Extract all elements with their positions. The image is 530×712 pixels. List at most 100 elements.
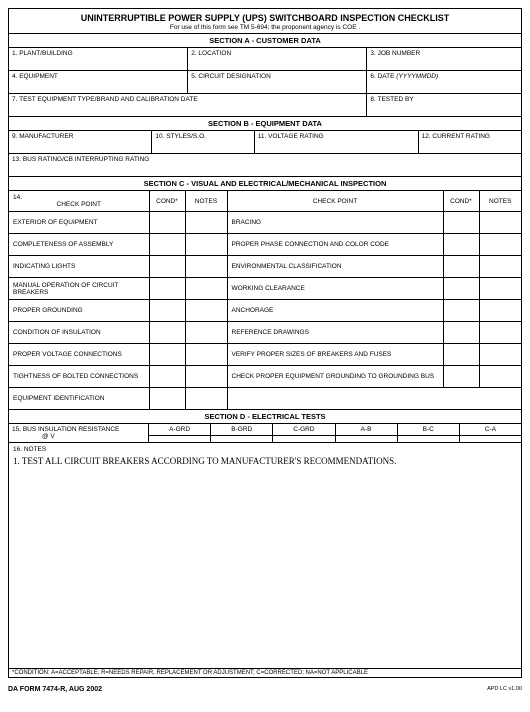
notes-text: 1. TEST ALL CIRCUIT BREAKERS ACCORDING T… [13, 456, 517, 466]
secd-col-b-c: B-C [398, 424, 460, 435]
cond-right[interactable] [443, 234, 479, 256]
field-busrating[interactable]: 13. BUS RATING/CB INTERRUPTING RATING [9, 154, 521, 176]
form-container: UNINTERRUPTIBLE POWER SUPPLY (UPS) SWITC… [8, 8, 522, 678]
checkpoint-right: CHECK PROPER EQUIPMENT GROUNDING TO GROU… [227, 366, 443, 388]
cond-right[interactable] [443, 366, 479, 388]
sub-title: For use of this form see TM 5-694; the p… [13, 24, 517, 31]
checkpoint-left: PROPER GROUNDING [9, 300, 149, 322]
cond-right[interactable] [443, 300, 479, 322]
field-current[interactable]: 12. CURRENT RATING [419, 131, 521, 153]
notes-left[interactable] [185, 234, 227, 256]
field-plant[interactable]: 1. PLANT/BUILDING [9, 48, 188, 70]
field-styles[interactable]: 10. STYLES/S.O. [152, 131, 254, 153]
field-jobnumber[interactable]: 3. JOB NUMBER [367, 48, 521, 70]
secd-val-b-grd[interactable] [211, 436, 273, 442]
secd-col-c-grd: C-GRD [273, 424, 335, 435]
notes-left[interactable] [185, 278, 227, 300]
title-block: UNINTERRUPTIBLE POWER SUPPLY (UPS) SWITC… [9, 9, 521, 34]
cond-right[interactable] [443, 212, 479, 234]
checkpoint-right: ENVIRONMENTAL CLASSIFICATION [227, 256, 443, 278]
h-checkpoint-r: CHECK POINT [227, 191, 443, 212]
cond-left[interactable] [149, 212, 185, 234]
notes-right[interactable] [479, 278, 521, 300]
secd-col-a-b: A-B [336, 424, 398, 435]
cond-left[interactable] [149, 300, 185, 322]
field-location[interactable]: 2. LOCATION [188, 48, 367, 70]
condition-footer: *CONDITION: A=ACCEPTABLE; R=NEEDS REPAIR… [9, 668, 521, 677]
secd-val-c-a[interactable] [460, 436, 521, 442]
section-c-headrow: 14.CHECK POINT COND* NOTES CHECK POINT C… [9, 191, 521, 212]
checkpoint-right: WORKING CLEARANCE [227, 278, 443, 300]
notes-left[interactable] [185, 256, 227, 278]
checkpoint-row: COMPLETENESS OF ASSEMBLY PROPER PHASE CON… [9, 234, 521, 256]
cond-right[interactable] [443, 278, 479, 300]
checkpoint-left: PROPER VOLTAGE CONNECTIONS [9, 344, 149, 366]
notes-right[interactable] [479, 344, 521, 366]
checkpoint-row: INDICATING LIGHTS ENVIRONMENTAL CLASSIFIC… [9, 256, 521, 278]
field-manufacturer[interactable]: 9. MANUFACTURER [9, 131, 152, 153]
notes-left[interactable] [185, 366, 227, 388]
cond-left[interactable] [149, 366, 185, 388]
checkpoint-right: BRACING [227, 212, 443, 234]
checkpoint-left: EQUIPMENT IDENTIFICATION [9, 388, 149, 410]
notes-left[interactable] [185, 344, 227, 366]
checkpoint-left: INDICATING LIGHTS [9, 256, 149, 278]
checkpoint-left: MANUAL OPERATION OF CIRCUIT BREAKERS [9, 278, 149, 300]
field-bus-insulation: 15. BUS INSULATION RESISTANCE @ V [9, 424, 149, 442]
field-circuit[interactable]: 5. CIRCUIT DESIGNATION [188, 71, 367, 93]
secd-val-a-grd[interactable] [149, 436, 211, 442]
field-equipment[interactable]: 4. EQUIPMENT [9, 71, 188, 93]
checkpoint-row: EQUIPMENT IDENTIFICATION [9, 388, 521, 410]
cond-left[interactable] [149, 278, 185, 300]
checkpoint-row: PROPER GROUNDING ANCHORAGE [9, 300, 521, 322]
cond-left[interactable] [149, 234, 185, 256]
notes-right[interactable] [479, 300, 521, 322]
checkpoint-right: ANCHORAGE [227, 300, 443, 322]
notes-left[interactable] [185, 300, 227, 322]
cond-right[interactable] [443, 256, 479, 278]
secd-col-c-a: C-A [460, 424, 521, 435]
secd-col-b-grd: B-GRD [211, 424, 273, 435]
bottom-line: DA FORM 7474-R, AUG 2002 APD LC v1.00 [8, 686, 522, 693]
checkpoint-row: TIGHTNESS OF BOLTED CONNECTIONS CHECK PRO… [9, 366, 521, 388]
field-date[interactable]: 6. DATE (YYYYMMDD) [367, 71, 521, 93]
cond-right[interactable] [443, 322, 479, 344]
field-testedby[interactable]: 8. TESTED BY [367, 94, 521, 116]
cond-left[interactable] [149, 388, 185, 410]
checkpoint-right-empty [227, 388, 521, 410]
h-num-checkpoint: 14.CHECK POINT [9, 191, 149, 212]
notes-left[interactable] [185, 212, 227, 234]
checkpoint-left: EXTERIOR OF EQUIPMENT [9, 212, 149, 234]
secd-val-b-c[interactable] [398, 436, 460, 442]
section-c-header: SECTION C - VISUAL AND ELECTRICAL/MECHAN… [9, 177, 521, 191]
section-b-header: SECTION B - EQUIPMENT DATA [9, 117, 521, 131]
field-testequip[interactable]: 7. TEST EQUIPMENT TYPE/BRAND AND CALIBRA… [9, 94, 367, 116]
secd-val-c-grd[interactable] [273, 436, 335, 442]
cond-left[interactable] [149, 256, 185, 278]
notes-area[interactable]: 16. NOTES 1. TEST ALL CIRCUIT BREAKERS A… [9, 443, 521, 668]
notes-left[interactable] [185, 388, 227, 410]
notes-right[interactable] [479, 322, 521, 344]
section-d-cols: A-GRDB-GRDC-GRDA-BB-CC-A [149, 424, 521, 442]
row-a2: 4. EQUIPMENT 5. CIRCUIT DESIGNATION 6. D… [9, 71, 521, 94]
secd-val-a-b[interactable] [336, 436, 398, 442]
cond-left[interactable] [149, 322, 185, 344]
checkpoint-right: REFERENCE DRAWINGS [227, 322, 443, 344]
notes-right[interactable] [479, 366, 521, 388]
section-a-header: SECTION A - CUSTOMER DATA [9, 34, 521, 48]
checkpoint-right: PROPER PHASE CONNECTION AND COLOR CODE [227, 234, 443, 256]
notes-left[interactable] [185, 322, 227, 344]
checkpoint-left: TIGHTNESS OF BOLTED CONNECTIONS [9, 366, 149, 388]
notes-right[interactable] [479, 234, 521, 256]
field-voltage[interactable]: 11. VOLTAGE RATING [255, 131, 419, 153]
notes-label: 16. NOTES [13, 446, 517, 453]
notes-right[interactable] [479, 212, 521, 234]
checkpoint-left: COMPLETENESS OF ASSEMBLY [9, 234, 149, 256]
section-d-header: SECTION D - ELECTRICAL TESTS [9, 410, 521, 424]
section-c-table: 14.CHECK POINT COND* NOTES CHECK POINT C… [9, 191, 521, 410]
cond-left[interactable] [149, 344, 185, 366]
cond-right[interactable] [443, 344, 479, 366]
notes-right[interactable] [479, 256, 521, 278]
section-d-row: 15. BUS INSULATION RESISTANCE @ V A-GRDB… [9, 424, 521, 443]
checkpoint-row: MANUAL OPERATION OF CIRCUIT BREAKERS WORK… [9, 278, 521, 300]
